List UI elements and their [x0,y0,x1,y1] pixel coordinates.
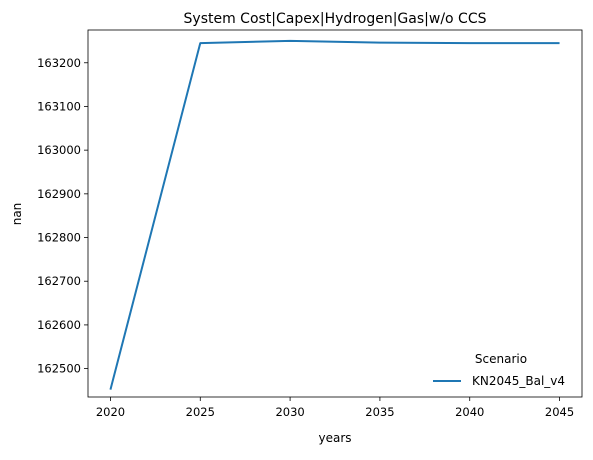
x-tick-label: 2025 [186,405,215,419]
y-tick-label: 162600 [37,318,81,332]
plot-area [87,29,583,398]
chart-title: System Cost|Capex|Hydrogen|Gas|w/o CCS [184,11,487,27]
y-tick-label: 162500 [37,362,81,376]
legend-title: Scenario [475,352,527,366]
series-line [109,39,560,390]
x-axis: 2020 2025 2030 2035 2040 2045 [96,397,574,419]
y-tick-label: 162700 [37,274,81,288]
legend-entry-label: KN2045_Bal_v4 [472,374,565,388]
y-tick-label: 163100 [37,99,81,113]
x-tick-label: 2040 [455,405,484,419]
x-tick-label: 2020 [96,405,125,419]
y-axis: 162500 162600 162700 162800 162900 163000 1631… [37,56,88,376]
x-tick-label: 2030 [275,405,304,419]
x-axis-label: years [318,431,351,445]
series-layer [109,39,560,390]
x-tick-label: 2035 [365,405,394,419]
y-tick-label: 162800 [37,231,81,245]
y-axis-label: nan [10,203,24,226]
y-tick-label: 163200 [37,56,81,70]
y-tick-label: 162900 [37,187,81,201]
legend: Scenario KN2045_Bal_v4 [433,352,565,388]
y-tick-label: 163000 [37,143,81,157]
x-tick-label: 2045 [545,405,574,419]
